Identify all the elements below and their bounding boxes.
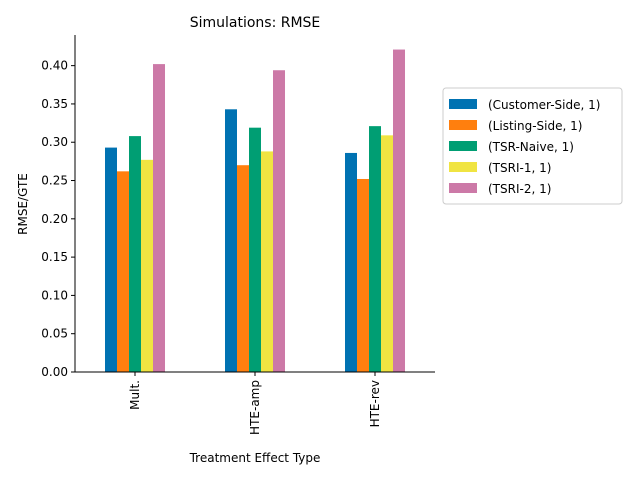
x-tick-label: Mult. <box>128 380 142 410</box>
legend-label: (TSRI-2, 1) <box>488 182 551 196</box>
bar-3-hte-rev <box>369 126 381 372</box>
y-tick-label: 0.00 <box>41 365 68 379</box>
bar-2-hte-rev <box>357 178 369 372</box>
bars-group <box>105 49 405 373</box>
legend-swatch <box>449 183 477 193</box>
bar-2-mult- <box>117 171 129 372</box>
bar-3-hte-amp <box>249 127 261 372</box>
axes-group: 0.00 0.05 0.10 0.15 0.20 0.25 0.30 0.35 0.40 Mult… <box>41 35 435 435</box>
legend-box <box>442 87 623 205</box>
y-tick-label: 0.40 <box>41 59 68 73</box>
bar-5-hte-rev <box>393 49 405 372</box>
legend-swatch <box>449 141 477 151</box>
bar-1-hte-rev <box>345 152 357 372</box>
x-tick-label: HTE-amp <box>248 380 262 435</box>
bar-4-mult- <box>141 159 153 372</box>
y-tick-label: 0.15 <box>41 250 68 264</box>
y-tick-label: 0.10 <box>41 288 68 302</box>
bar-1-hte-amp <box>225 109 237 372</box>
legend-label: (Listing-Side, 1) <box>488 119 582 133</box>
legend-label: (Customer-Side, 1) <box>488 98 600 112</box>
legend-swatch <box>449 162 477 172</box>
bar-2-hte-amp <box>237 165 249 372</box>
bar-3-mult- <box>129 136 141 372</box>
y-tick-label: 0.30 <box>41 135 68 149</box>
legend-label: (TSRI-1, 1) <box>488 161 551 175</box>
legend: (Customer-Side, 1) (Listing-Side, 1) (TSR-… <box>442 87 623 205</box>
bar-4-hte-rev <box>381 135 393 372</box>
bar-5-mult- <box>153 64 165 372</box>
y-tick-label: 0.25 <box>41 174 68 188</box>
legend-swatch <box>449 120 477 130</box>
x-tick-label: HTE-rev <box>368 380 382 427</box>
bar-4-hte-amp <box>261 151 273 372</box>
y-tick-label: 0.05 <box>41 327 68 341</box>
legend-swatch <box>449 99 477 109</box>
y-tick-label: 0.35 <box>41 97 68 111</box>
bar-1-mult- <box>105 147 117 372</box>
x-axis-label: Treatment Effect Type <box>189 451 321 465</box>
bar-5-hte-amp <box>273 70 285 373</box>
chart-title: Simulations: RMSE <box>190 15 321 31</box>
legend-label: (TSR-Naive, 1) <box>488 140 574 154</box>
y-tick-label: 0.20 <box>41 212 68 226</box>
y-axis-label: RMSE/GTE <box>16 173 30 235</box>
